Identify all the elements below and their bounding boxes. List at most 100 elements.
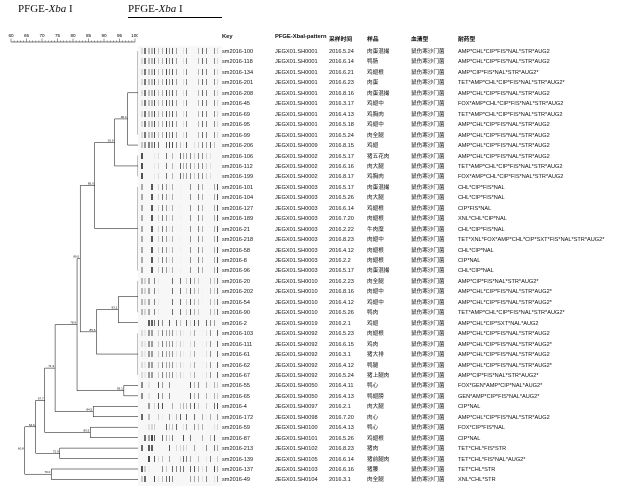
gel-band — [141, 435, 143, 441]
cell-serotype: 鼠伤寒沙门菌 — [411, 132, 445, 139]
gel-band — [183, 340, 184, 347]
gel-band — [158, 403, 159, 410]
gel-band — [158, 413, 159, 420]
gel-band — [172, 361, 173, 368]
gel-band — [172, 89, 173, 96]
gel-band — [158, 340, 159, 347]
gel-band — [169, 319, 170, 326]
gel-band — [169, 89, 170, 96]
gel-band — [210, 413, 211, 420]
gel-band — [214, 48, 215, 54]
gel-band — [202, 131, 203, 138]
gel-band — [206, 79, 207, 86]
gel-band — [162, 330, 163, 337]
scale-label: 85 — [86, 33, 92, 38]
gel-band — [214, 424, 215, 431]
gel-band — [206, 403, 207, 410]
cell-pattern: JEGX01.SH0003 — [275, 268, 318, 275]
cell-pattern: JEGX01.SH0092 — [275, 331, 318, 338]
cell-date: 2016.5.26 — [329, 435, 354, 442]
node-label: 67.7 — [38, 396, 44, 400]
cell-key: sm2016-118 — [222, 59, 253, 66]
gel-band — [148, 277, 150, 284]
gel-band — [190, 298, 191, 305]
gel-band — [183, 58, 184, 65]
gel-band — [198, 58, 199, 65]
gel-band — [186, 319, 187, 326]
gel-band — [151, 142, 153, 149]
gel-band — [194, 403, 195, 410]
gel-band — [186, 121, 187, 128]
cell-key: sm2016-55 — [222, 383, 250, 390]
cell-sample: 肉心 — [367, 414, 379, 421]
gel-lane — [138, 277, 222, 285]
cell-pattern: JEGX01.SH0103 — [275, 467, 318, 473]
cell-sample: 鸭心 — [367, 383, 379, 390]
cell-sample: 鸡胸肉 — [367, 174, 384, 181]
gel-band — [151, 89, 153, 96]
cell-sample: 肉大腿 — [367, 404, 384, 411]
gel-band — [186, 110, 187, 117]
cell-pattern: JEGX01.SH0001 — [275, 49, 318, 55]
gel-band — [151, 58, 153, 65]
cell-sample: 鸡翅根 — [367, 435, 384, 442]
cell-serotype: 鼠伤寒沙门菌 — [411, 163, 445, 170]
cell-serotype: 鼠伤寒沙门菌 — [411, 101, 445, 108]
gel-band — [148, 330, 150, 337]
gel-band — [180, 340, 181, 347]
node-label: 91.9 — [108, 138, 114, 142]
gel-band — [162, 121, 163, 128]
gel-band — [141, 309, 143, 316]
gel-band — [186, 152, 187, 159]
cell-serotype: 鼠伤寒沙门菌 — [411, 320, 445, 327]
gel-band — [158, 100, 159, 107]
gel-band — [151, 68, 153, 75]
gel-band — [186, 403, 187, 410]
gel-band — [144, 142, 146, 149]
gel-band — [148, 110, 150, 117]
gel-band — [194, 476, 195, 483]
gel-band — [176, 371, 177, 378]
gel-band — [210, 319, 211, 326]
gel-band — [190, 392, 191, 399]
gel-band — [148, 371, 150, 378]
gel-band — [162, 225, 163, 232]
gel-band — [166, 225, 167, 232]
gel-band — [180, 277, 181, 284]
gel-band — [194, 445, 195, 452]
cell-sample: 鸭翅膀 — [367, 393, 384, 400]
gel-band — [214, 445, 215, 452]
gel-band — [148, 361, 150, 368]
gel-band — [169, 413, 170, 420]
gel-band — [183, 89, 184, 96]
gel-band — [194, 319, 195, 326]
cell-serotype: 鼠伤寒沙门菌 — [411, 278, 445, 285]
gel-band — [217, 215, 218, 222]
cell-key: sm2016-96 — [222, 268, 250, 275]
figure-title-right: PFGE-Xba I — [128, 3, 183, 15]
cell-sample: 肉翅中 — [367, 289, 384, 296]
gel-band — [169, 424, 170, 431]
gel-band — [166, 173, 167, 180]
gel-band — [151, 183, 153, 190]
gel-band — [214, 246, 215, 253]
cell-key: sm2016-65 — [222, 393, 250, 400]
gel-band — [194, 413, 195, 420]
gel-band — [151, 100, 153, 107]
gel-band — [141, 413, 143, 420]
gel-band — [190, 215, 191, 222]
gel-band — [194, 424, 195, 431]
gel-band — [158, 183, 159, 190]
cell-key: sm2016-95 — [222, 122, 250, 129]
cell-date: 2016.4.12 — [329, 299, 354, 306]
gel-lane — [138, 413, 222, 421]
cell-sample: 肉翅中 — [367, 237, 384, 244]
cell-pattern: JEGX01.SH0003 — [275, 216, 318, 223]
cell-key: sm2016-127 — [222, 205, 254, 212]
cell-pattern: JEGX01.SH0010 — [275, 289, 318, 296]
gel-band — [183, 68, 184, 75]
gel-band — [214, 382, 215, 389]
gel-band — [144, 476, 146, 483]
cell-date: 2016.4.12 — [329, 362, 354, 369]
gel-band — [154, 403, 155, 410]
